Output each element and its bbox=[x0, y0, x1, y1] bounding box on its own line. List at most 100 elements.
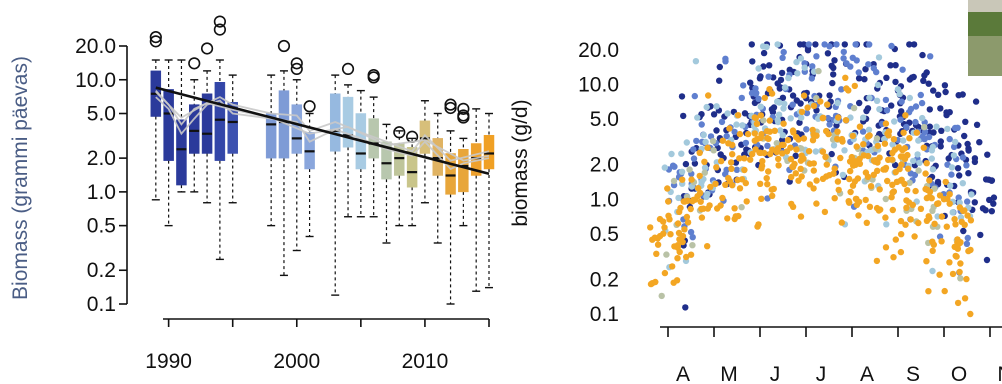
scatter-point bbox=[787, 144, 794, 151]
scatter-point bbox=[749, 150, 756, 158]
scatter-point bbox=[956, 172, 963, 179]
scatter-point bbox=[926, 123, 933, 130]
scatter-point bbox=[810, 167, 817, 174]
scatter-point bbox=[903, 204, 910, 211]
scatter-point bbox=[821, 41, 828, 48]
scatter-point bbox=[738, 204, 745, 211]
scatter-point bbox=[850, 104, 858, 112]
scatter-point bbox=[892, 161, 899, 169]
scatter-point bbox=[651, 234, 659, 241]
scatter-point bbox=[856, 123, 864, 130]
scatter-point bbox=[912, 103, 920, 110]
scatter-point bbox=[881, 140, 889, 147]
scatter-point bbox=[798, 173, 805, 180]
scatter-point bbox=[810, 102, 818, 110]
scatter-point bbox=[906, 76, 914, 83]
scatter-point bbox=[758, 195, 765, 202]
scatter-point bbox=[670, 177, 678, 185]
scatter-point bbox=[747, 156, 754, 163]
scatter-point bbox=[906, 179, 913, 186]
scatter-point bbox=[718, 157, 725, 165]
scatter-point bbox=[683, 213, 691, 221]
box-outlier bbox=[213, 23, 226, 36]
scatter-point bbox=[712, 180, 719, 187]
scatter-point bbox=[817, 98, 824, 105]
scatter-point bbox=[866, 41, 873, 48]
scatter-point bbox=[834, 178, 842, 185]
scatter-point bbox=[780, 105, 787, 112]
scatter-point bbox=[956, 199, 963, 206]
scatter-point bbox=[825, 130, 832, 138]
scatter-point bbox=[774, 41, 781, 48]
scatter-point bbox=[931, 220, 938, 227]
scatter-point bbox=[804, 104, 811, 111]
scatter-point bbox=[710, 111, 718, 118]
box-rect bbox=[227, 102, 238, 154]
scatter-point bbox=[723, 133, 730, 140]
right-y-tick-label: 2.0 bbox=[590, 154, 619, 177]
scatter-point bbox=[795, 136, 802, 143]
scatter-point bbox=[801, 64, 808, 71]
scatter-point bbox=[752, 90, 760, 98]
scatter-point bbox=[719, 194, 726, 202]
box bbox=[381, 123, 392, 244]
scatter-point bbox=[812, 41, 819, 48]
scatter-point bbox=[961, 132, 968, 140]
scatter-point bbox=[875, 207, 883, 214]
scatter-point bbox=[698, 178, 705, 186]
scatter-point bbox=[929, 207, 936, 214]
scatter-point bbox=[967, 246, 974, 254]
scatter-point bbox=[766, 62, 773, 69]
scatter-point bbox=[674, 255, 681, 262]
scatter-point bbox=[964, 212, 971, 219]
scatter-point bbox=[731, 128, 738, 136]
box-outlier bbox=[457, 102, 470, 115]
trend-lines bbox=[155, 86, 490, 176]
scatter-point bbox=[765, 73, 772, 80]
right-x-tick-label: N bbox=[997, 363, 1002, 384]
left-y-axis-label: Biomass (grammi päevas) bbox=[9, 56, 32, 300]
right-x-tick-label: J bbox=[770, 363, 781, 384]
scatter-point bbox=[734, 112, 742, 119]
scatter-point bbox=[813, 177, 820, 184]
scatter-point bbox=[752, 85, 759, 92]
scatter-point bbox=[678, 93, 686, 100]
scatter-point bbox=[660, 218, 667, 225]
scatter-point bbox=[964, 140, 971, 148]
scatter-point bbox=[976, 139, 983, 146]
box-rect bbox=[189, 104, 200, 154]
scatter-point bbox=[945, 155, 952, 162]
scatter-point bbox=[826, 43, 833, 50]
scatter-point bbox=[971, 158, 979, 166]
scatter-point bbox=[788, 200, 795, 208]
scatter-point bbox=[757, 180, 764, 187]
scatter-point bbox=[890, 136, 898, 143]
scatter-point bbox=[690, 146, 697, 153]
trend-line bbox=[155, 86, 490, 176]
scatter-point bbox=[753, 120, 761, 128]
scatter-point bbox=[742, 179, 749, 187]
box-outlier bbox=[200, 42, 214, 55]
scatter-point bbox=[805, 148, 813, 155]
scatter-point bbox=[776, 85, 783, 92]
scatter-point bbox=[665, 198, 672, 205]
scatter-point bbox=[837, 154, 844, 162]
scatter-point bbox=[780, 120, 787, 127]
scatter-point bbox=[972, 98, 980, 105]
box-rect bbox=[265, 113, 277, 159]
box-outlier bbox=[367, 69, 380, 82]
box bbox=[303, 100, 316, 238]
scatter-point bbox=[965, 170, 972, 177]
scatter-point bbox=[695, 185, 702, 192]
scatter-point bbox=[957, 260, 964, 267]
scatter-point bbox=[824, 114, 832, 122]
scatter-point bbox=[736, 130, 744, 138]
scatter-point bbox=[798, 108, 806, 116]
box-rect bbox=[201, 93, 213, 154]
scatter-point bbox=[716, 77, 723, 84]
scatter-point bbox=[769, 146, 776, 153]
scatter-point bbox=[826, 121, 833, 128]
scatter-point bbox=[935, 200, 942, 207]
scatter-point bbox=[875, 54, 883, 61]
scatter-point bbox=[930, 241, 937, 248]
